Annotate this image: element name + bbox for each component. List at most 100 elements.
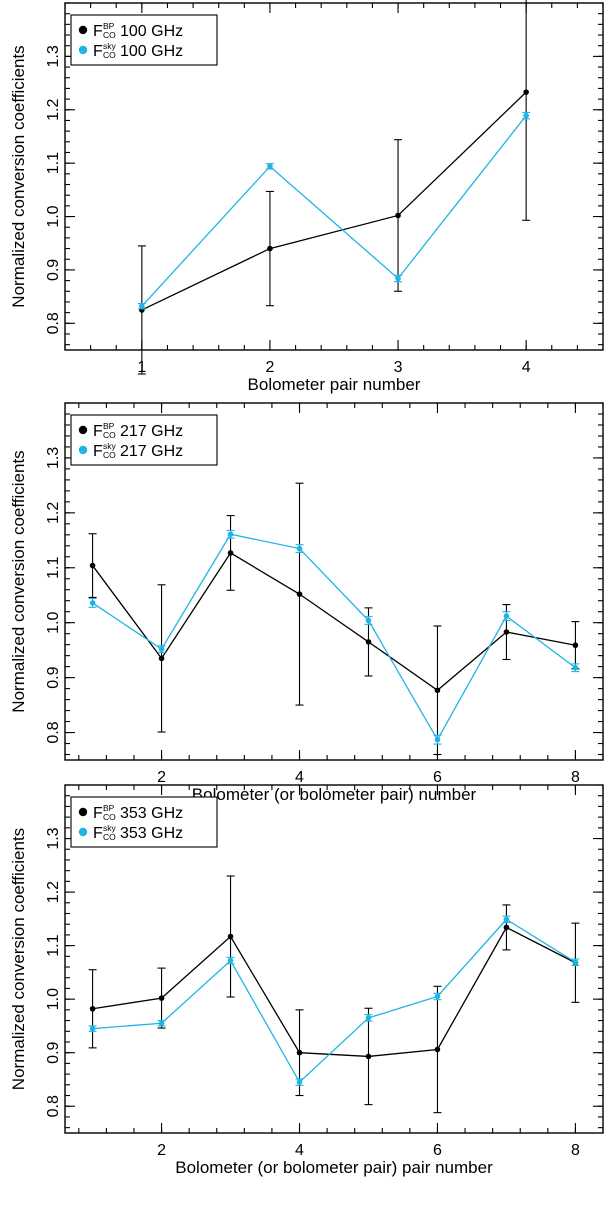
series-2 [88, 915, 580, 1086]
legend-superscript: sky [103, 823, 117, 833]
data-point [296, 591, 303, 597]
y-tick-label: 1.1 [45, 934, 62, 956]
plot-frame [64, 2, 604, 351]
data-point [158, 655, 165, 662]
data-point [434, 993, 441, 1000]
legend-label: 217 GHz [120, 423, 183, 440]
data-point [523, 89, 529, 95]
legend-label: 100 GHz [120, 43, 183, 60]
y-tick-label: 1.0 [45, 205, 62, 227]
legend-symbol: F [93, 825, 103, 842]
y-axis-label: Normalized conversion coefficients [9, 45, 28, 307]
series-line [92, 533, 576, 741]
legend-subscript: CO [103, 450, 116, 460]
legend-box [70, 414, 218, 466]
legend-symbol: F [93, 443, 103, 460]
data-point [267, 163, 273, 170]
series-2 [137, 111, 531, 310]
data-point [395, 212, 401, 219]
legend-symbol: F [93, 23, 103, 40]
chart-panel-2: 2 4 6 8 0.8 0.9 1.0 1.1 1.2 1.3 Bolometer (or bolo… [9, 402, 604, 804]
data-point [227, 531, 234, 538]
y-tick-label: 1.1 [45, 152, 62, 174]
data-point [434, 1046, 441, 1053]
legend-marker [78, 45, 88, 55]
data-point [572, 959, 579, 966]
y-tick-label: 1.0 [45, 611, 62, 633]
y-tick-label: 1.2 [45, 502, 62, 524]
x-axis-label: Bolometer pair number [248, 375, 421, 394]
data-point [503, 629, 510, 635]
legend-marker [78, 25, 88, 35]
data-point [89, 562, 96, 569]
x-axis-label: Bolometer (or bolometer pair) pair numbe… [175, 1158, 493, 1177]
data-point [296, 1079, 303, 1085]
legend-label: 100 GHz [120, 23, 183, 40]
data-point [503, 916, 510, 923]
data-point [89, 1005, 96, 1012]
data-point [89, 600, 96, 606]
legend-subscript: CO [103, 50, 116, 60]
legend-superscript: BP [103, 21, 115, 31]
legend-subscript: CO [103, 812, 116, 822]
data-point [139, 303, 145, 310]
x-tick-label: 8 [571, 1142, 580, 1159]
legend-subscript: CO [103, 30, 116, 40]
y-tick-label: 0.9 [45, 259, 62, 281]
x-tick-label: 4 [295, 769, 304, 786]
series-2 [88, 529, 580, 745]
data-point [503, 613, 510, 619]
series-1 [137, 0, 531, 375]
series-1 [88, 875, 580, 1114]
series-line [92, 552, 576, 692]
legend-label: 353 GHz [120, 825, 183, 842]
data-point [227, 957, 234, 964]
legend-superscript: BP [103, 803, 115, 813]
legend-superscript: BP [103, 421, 115, 431]
data-point [296, 1049, 303, 1056]
y-tick-label: 0.8 [45, 1095, 62, 1117]
legend-superscript: sky [103, 441, 117, 451]
y-tick-label: 1.2 [45, 881, 62, 903]
data-point [365, 1053, 372, 1060]
legend-symbol: F [93, 43, 103, 60]
x-tick-label: 8 [571, 769, 580, 786]
legend-subscript: CO [103, 832, 116, 842]
error-bar [522, 0, 531, 221]
y-tick-label: 0.8 [45, 312, 62, 334]
x-axis-label: Bolometer (or bolometer pair) number [192, 785, 477, 804]
data-point [365, 639, 372, 645]
data-point [434, 736, 441, 743]
data-point [89, 1025, 96, 1032]
legend-marker [78, 807, 88, 817]
x-tick-label: 6 [433, 769, 442, 786]
series-1 [88, 482, 580, 756]
data-point [227, 550, 234, 556]
data-point [503, 924, 510, 931]
y-tick-label: 0.8 [45, 721, 62, 743]
x-tick-label: 2 [157, 1142, 166, 1159]
x-tick-label: 2 [157, 769, 166, 786]
data-point [523, 112, 529, 119]
legend-marker [78, 425, 88, 435]
legend-label: 353 GHz [120, 805, 183, 822]
x-tick-label: 4 [522, 359, 531, 376]
data-point [227, 933, 234, 940]
data-point [158, 995, 165, 1001]
data-point [572, 642, 579, 649]
data-point [267, 245, 273, 252]
chart-panel-3: 2 4 6 8 0.8 0.9 1.0 1.1 1.2 1.3 Bolometer (or bolo… [9, 784, 604, 1177]
y-tick-label: 1.3 [45, 447, 62, 469]
x-tick-label: 4 [295, 1142, 304, 1159]
legend-label: 217 GHz [120, 443, 183, 460]
data-point [158, 646, 165, 652]
series-line [92, 926, 576, 1058]
plot-frame [64, 784, 604, 1134]
